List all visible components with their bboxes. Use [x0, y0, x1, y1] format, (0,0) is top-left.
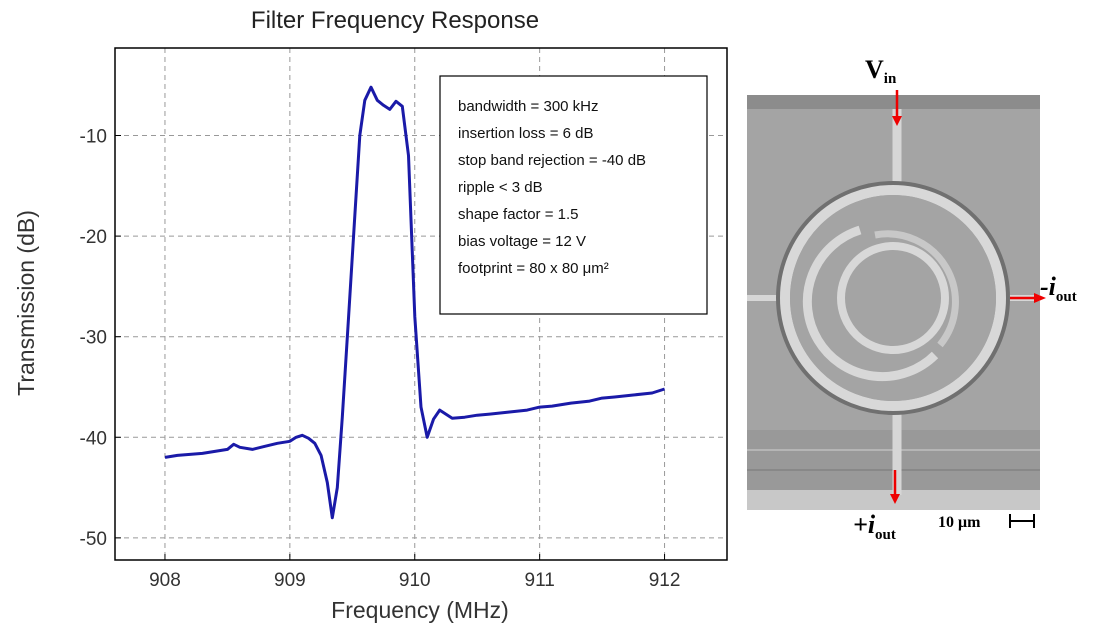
x-tick-label: 909 [274, 570, 306, 591]
plot-area: -10 -20 -30 -40 -50 908 909 910 911 912 [80, 48, 727, 591]
arrow-head [890, 494, 900, 504]
v-in-label: Vin [865, 55, 897, 87]
x-tick-label: 912 [649, 570, 681, 591]
middle-ring-arc [874, 230, 959, 348]
annotation-line: bias voltage = 12 V [458, 233, 586, 250]
arrow-head [892, 116, 902, 126]
annotation-line: ripple < 3 dB [458, 179, 543, 196]
x-tick-label: 911 [525, 570, 555, 591]
substrate-edge [747, 95, 1040, 109]
label-sub: out [1056, 289, 1077, 305]
x-axis-label: Frequency (MHz) [331, 597, 509, 623]
label-main: V [865, 55, 884, 84]
x-tick-label: 910 [399, 570, 431, 591]
minus-i-out-label: -iout [1040, 272, 1077, 305]
label-main: +i [853, 510, 876, 539]
annotation-box [439, 75, 708, 315]
annotation-line: insertion loss = 6 dB [458, 125, 594, 142]
y-tick-label: -30 [80, 328, 107, 349]
x-tick-label: 908 [149, 570, 181, 591]
y-tick-label: -40 [80, 428, 107, 449]
y-tick-label: -20 [80, 227, 107, 248]
plus-i-out-label: +iout [853, 510, 896, 543]
arrow-head [1034, 293, 1046, 303]
annotations: bandwidth = 300 kHz insertion loss = 6 dB… [458, 98, 646, 277]
outer-ring [780, 185, 1006, 411]
axes-frame [114, 47, 728, 561]
y-tick-label: -10 [80, 127, 107, 148]
annotation-line: stop band rejection = -40 dB [458, 152, 646, 169]
label-main: -i [1040, 272, 1057, 301]
annotation-line: shape factor = 1.5 [458, 206, 579, 223]
label-sub: in [884, 71, 897, 87]
inner-ring [837, 242, 949, 354]
y-tick-label: -50 [80, 529, 107, 550]
micrograph: Vin -iout +iout 10 μm [747, 55, 1077, 543]
chart-title: Filter Frequency Response [251, 7, 539, 34]
label-sub: out [875, 527, 896, 543]
annotation-line: bandwidth = 300 kHz [458, 98, 599, 115]
annotation-line: footprint = 80 x 80 μm² [458, 260, 609, 277]
data-line [164, 85, 666, 520]
y-axis-label: Transmission (dB) [13, 210, 39, 396]
middle-ring [802, 225, 939, 382]
scale-bar-label: 10 μm [938, 514, 981, 531]
